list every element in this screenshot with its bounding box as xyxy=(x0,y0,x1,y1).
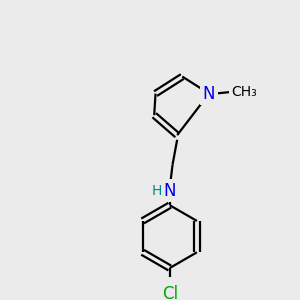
Text: N: N xyxy=(203,85,215,103)
Text: Cl: Cl xyxy=(162,285,178,300)
Text: N: N xyxy=(164,182,176,200)
Text: H: H xyxy=(152,184,162,197)
Text: CH₃: CH₃ xyxy=(231,85,257,99)
